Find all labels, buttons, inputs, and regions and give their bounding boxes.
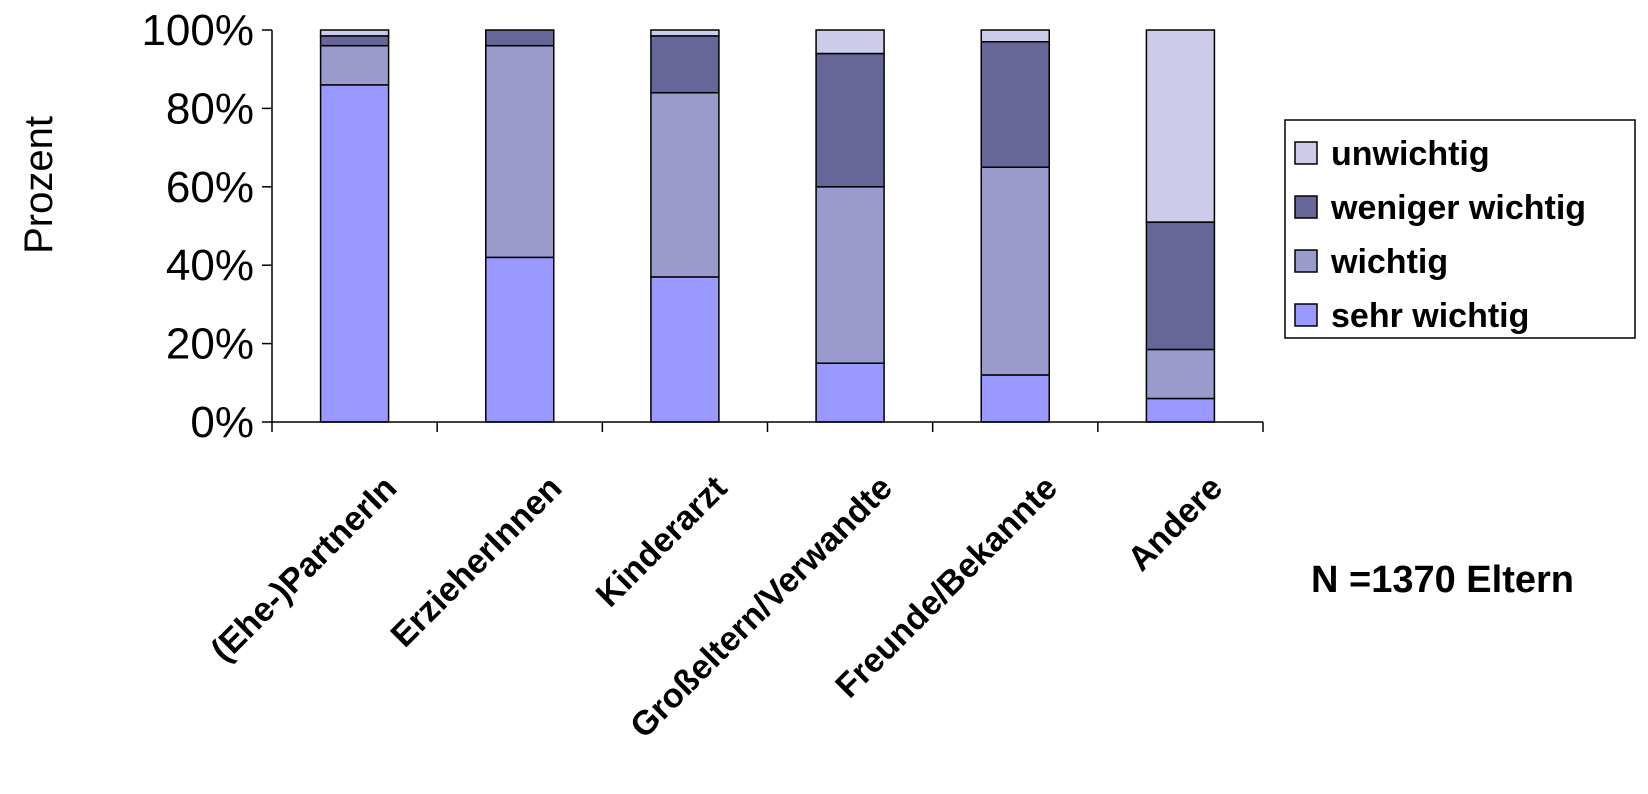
y-tick-label: 0%	[190, 398, 254, 447]
bar-segment-2-2	[485, 44, 555, 259]
bar-segment-5-3	[980, 41, 1050, 168]
legend-label: weniger wichtig	[1330, 189, 1586, 227]
y-tick-label: 100%	[141, 6, 254, 55]
category-label: Kinderarzt	[589, 469, 735, 615]
bar-segment-5-4	[980, 29, 1050, 43]
legend-label: sehr wichtig	[1331, 297, 1529, 335]
y-axis-label: Prozent	[17, 116, 61, 254]
axes-layer	[262, 29, 1264, 432]
bar-segment-3-3	[650, 35, 720, 94]
bar-segment-5-1	[980, 374, 1050, 423]
bar-segment-1-4	[319, 29, 390, 37]
y-tick-label: 20%	[166, 320, 254, 369]
category-label: ErzieherInnen	[384, 469, 570, 655]
bar-segment-6-2	[1145, 348, 1216, 400]
legend: unwichtig weniger wichtig wichtig sehr wich…	[1284, 119, 1636, 339]
bar-segment-3-1	[650, 276, 720, 423]
bar-segment-1-1	[319, 84, 390, 423]
y-tick-label: 60%	[166, 163, 254, 212]
y-tick-label: 40%	[166, 241, 254, 290]
bar-segment-4-4	[815, 29, 885, 55]
legend-swatch	[1294, 249, 1318, 273]
category-label: Andere	[1120, 469, 1230, 579]
legend-box	[1284, 119, 1636, 339]
bar-segment-6-1	[1145, 397, 1216, 423]
legend-label: wichtig	[1330, 243, 1448, 281]
y-tick-labels: 0% 20% 40% 60% 80% 100%	[141, 6, 254, 447]
bar-segment-6-3	[1145, 221, 1216, 351]
bar-segment-2-3	[485, 29, 555, 47]
sample-size-annotation: N =1370 Eltern	[1311, 559, 1574, 601]
legend-swatch	[1294, 195, 1318, 219]
legend-label: unwichtig	[1331, 135, 1490, 173]
bar-segment-2-1	[485, 256, 555, 423]
y-tick-label: 80%	[166, 84, 254, 133]
bar-segment-1-2	[319, 44, 390, 86]
bar-segment-5-2	[980, 166, 1050, 376]
bar-segment-4-1	[815, 362, 885, 423]
bar-segment-3-2	[650, 91, 720, 278]
category-label: (Ehe-)PartnerIn	[204, 469, 405, 670]
legend-swatch	[1294, 303, 1318, 327]
bar-segment-6-4	[1145, 29, 1216, 223]
bar-segment-1-3	[319, 35, 390, 47]
category-label: Großeltern/Verwandte	[623, 469, 900, 746]
bar-segment-3-4	[650, 29, 720, 37]
bar-segment-4-3	[815, 52, 885, 188]
bar-segment-4-2	[815, 186, 885, 364]
legend-swatch	[1294, 141, 1318, 165]
bars-layer	[319, 29, 1216, 423]
